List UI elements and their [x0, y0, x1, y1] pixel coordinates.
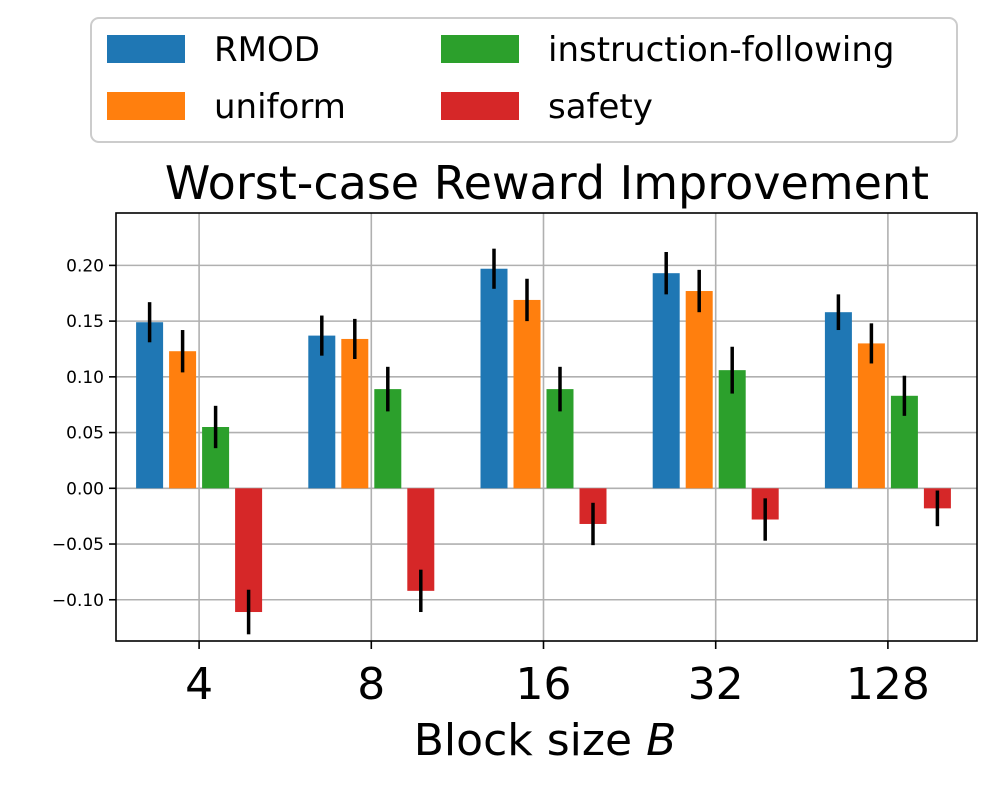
legend-frame: [90, 17, 958, 143]
x-tick-label: 8: [357, 659, 385, 710]
error-bars: [147, 248, 940, 635]
y-tick-label: −0.05: [52, 535, 104, 555]
x-tick-label: 4: [185, 659, 213, 710]
grid: [116, 213, 977, 641]
x-tick-label: 16: [516, 659, 572, 710]
legend-label-instruction-following: instruction-following: [548, 30, 895, 70]
x-tick-label: 32: [688, 659, 744, 710]
bar-uniform: [169, 351, 197, 489]
chart-title: Worst-case Reward Improvement: [165, 156, 929, 210]
y-tick-label: −0.10: [52, 591, 104, 611]
y-tick-label: 0.10: [66, 368, 104, 388]
x-axis-label-variable: B: [646, 715, 676, 766]
legend-swatch-safety: [441, 92, 519, 120]
legend-label-uniform: uniform: [214, 87, 346, 127]
x-axis-label-text: Block size: [414, 715, 632, 766]
legend-swatch-rmod: [107, 35, 185, 63]
legend-label-safety: safety: [548, 87, 653, 127]
y-tick-label: 0.20: [66, 256, 104, 276]
legend-swatch-uniform: [107, 92, 185, 120]
bar-rmod: [824, 312, 852, 489]
y-tick-label: 0.05: [66, 424, 104, 444]
bar-uniform: [685, 291, 713, 489]
legend-label-rmod: RMOD: [214, 30, 320, 70]
x-tick-label: 128: [846, 659, 930, 710]
plot-frame: [115, 212, 978, 642]
bar-rmod: [308, 335, 336, 489]
y-tick-label: 0.15: [66, 312, 104, 332]
x-axis-ticks: 4 8 16 32 128: [185, 641, 930, 710]
bar-rmod: [652, 273, 680, 489]
bar-uniform: [513, 299, 541, 489]
y-axis-ticks: 0.20 0.15 0.10 0.05 0.00 −0.05 −0.10: [52, 256, 116, 611]
bars: [136, 268, 951, 613]
bar-rmod: [480, 268, 508, 489]
bar-rmod: [136, 322, 164, 489]
bar-uniform: [857, 343, 885, 489]
y-tick-label: 0.00: [66, 479, 104, 499]
x-axis-label: Block size B: [414, 715, 677, 766]
legend-swatch-instruction-following: [441, 35, 519, 63]
bar-uniform: [341, 338, 369, 489]
legend: RMOD uniform instruction-following safet…: [90, 17, 958, 143]
